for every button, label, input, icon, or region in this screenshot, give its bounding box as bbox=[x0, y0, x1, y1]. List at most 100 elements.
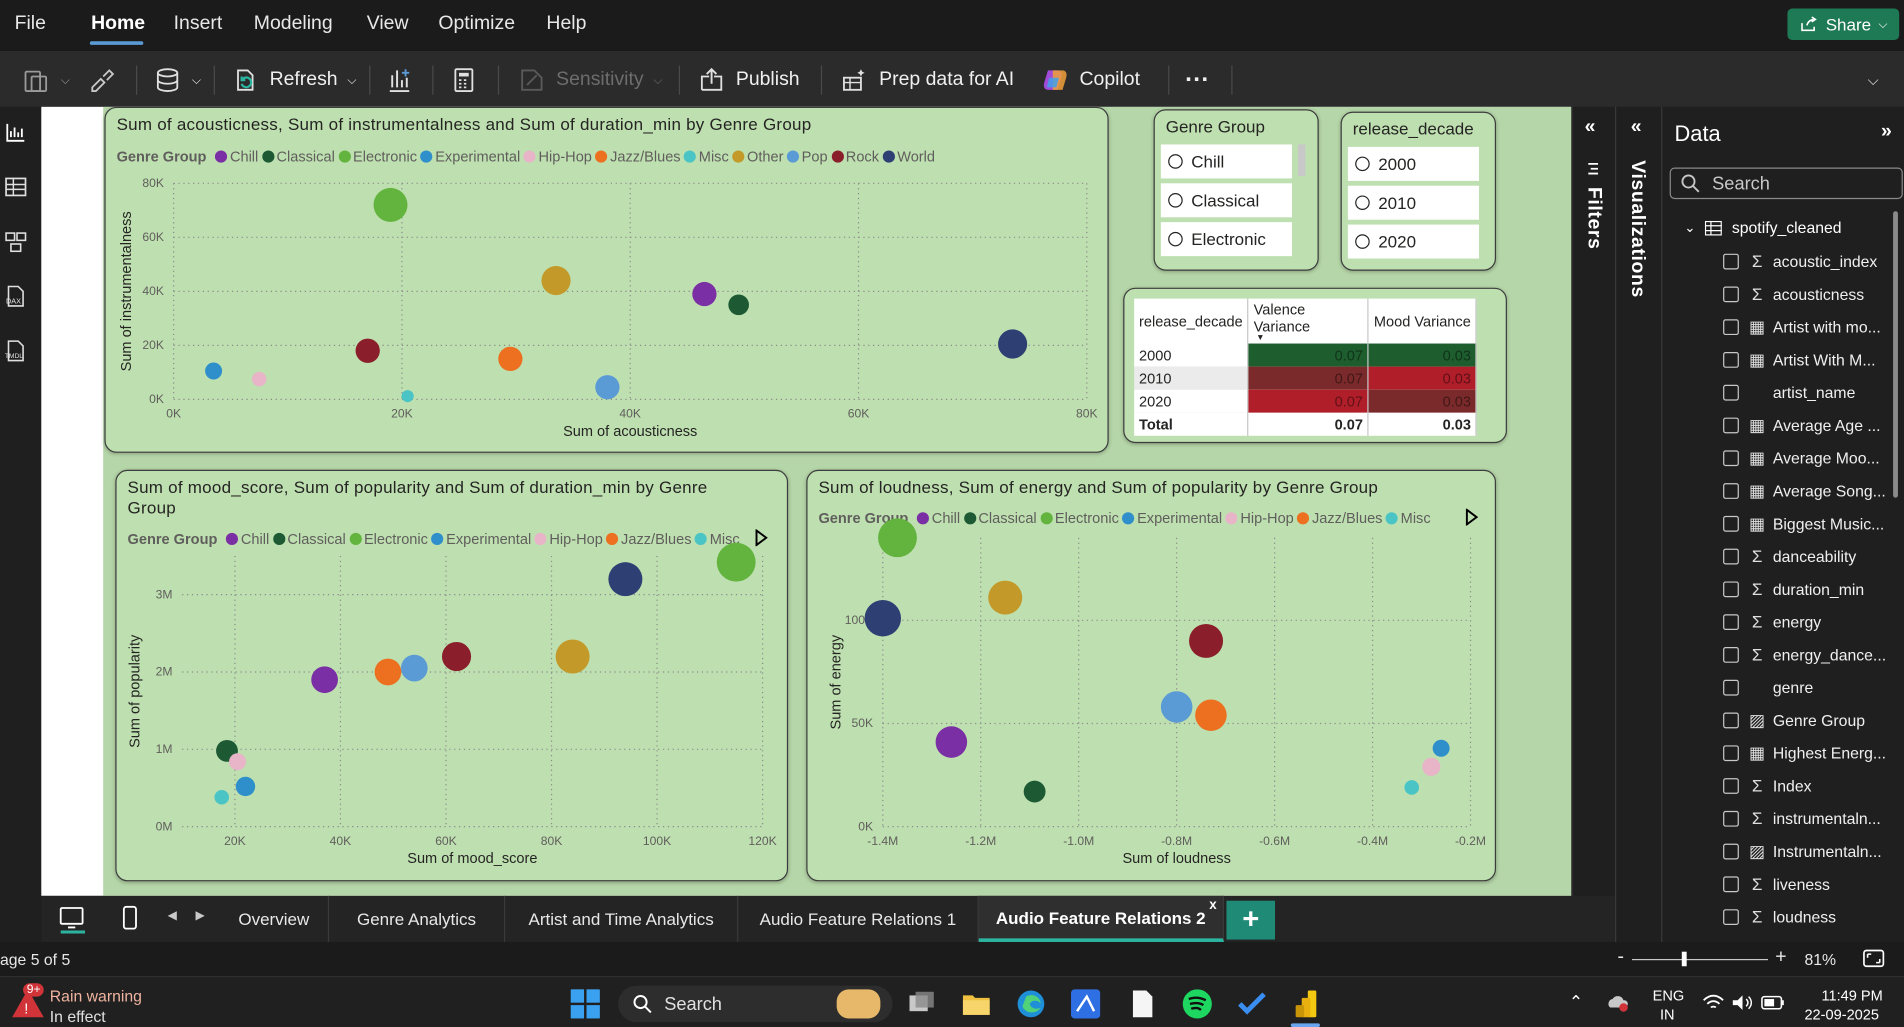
legend-item[interactable]: Electronic bbox=[338, 148, 417, 165]
radio-button[interactable] bbox=[1168, 193, 1183, 208]
genre-group-slicer[interactable]: Genre Group Chill Classical Electronic bbox=[1153, 109, 1319, 271]
menu-file[interactable]: File bbox=[14, 13, 46, 34]
scatter-loudness-energy[interactable]: Sum of loudness, Sum of energy and Sum o… bbox=[806, 469, 1497, 882]
legend-item[interactable]: Classical bbox=[261, 148, 335, 165]
slicer-option-classical[interactable]: Classical bbox=[1160, 183, 1293, 218]
legend-item[interactable]: Chill bbox=[215, 148, 258, 165]
release-decade-slicer[interactable]: release_decade 2000 2010 2020 bbox=[1340, 111, 1497, 271]
paste-button[interactable]: ⌵ bbox=[22, 63, 70, 97]
weather-warning-icon[interactable]: ! bbox=[10, 984, 46, 1020]
tab-artist-time-analytics[interactable]: Artist and Time Analytics bbox=[505, 895, 739, 942]
language-line-2[interactable]: IN bbox=[1659, 1006, 1675, 1024]
format-painter-button[interactable] bbox=[87, 63, 116, 97]
model-view-icon[interactable] bbox=[5, 231, 27, 253]
legend-item[interactable]: Hip-Hop bbox=[523, 148, 592, 165]
windows-start-icon[interactable] bbox=[570, 988, 602, 1020]
menu-view[interactable]: View bbox=[366, 13, 409, 34]
legend-next-arrow-icon[interactable] bbox=[754, 529, 769, 547]
radio-button[interactable] bbox=[1168, 231, 1183, 247]
tab-overview[interactable]: Overview bbox=[220, 895, 330, 942]
field-checkbox[interactable] bbox=[1723, 646, 1739, 663]
close-icon[interactable]: x bbox=[1209, 898, 1217, 913]
report-view-icon[interactable] bbox=[5, 121, 27, 143]
legend-item[interactable]: Experimental bbox=[431, 530, 531, 547]
field-checkbox[interactable] bbox=[1723, 810, 1739, 827]
menu-help[interactable]: Help bbox=[546, 13, 587, 34]
field-item[interactable]: ▦ Average Age ... bbox=[1723, 413, 1881, 437]
weather-title[interactable]: Rain warning bbox=[49, 986, 142, 1006]
mobile-layout-icon[interactable] bbox=[121, 905, 138, 930]
field-checkbox[interactable] bbox=[1723, 843, 1739, 859]
menu-insert[interactable]: Insert bbox=[173, 13, 223, 34]
slicer-option-electronic[interactable]: Electronic bbox=[1160, 222, 1293, 257]
zoom-out-button[interactable]: - bbox=[1617, 946, 1624, 968]
file-explorer-icon[interactable] bbox=[961, 988, 993, 1020]
scatter-acousticness-instrumentalness[interactable]: Sum of acousticness, Sum of instrumental… bbox=[104, 106, 1109, 453]
zoom-slider-thumb[interactable] bbox=[1681, 951, 1687, 967]
field-item[interactable]: Σ Index bbox=[1723, 773, 1812, 797]
onedrive-icon[interactable] bbox=[1607, 993, 1629, 1012]
chevron-up-icon[interactable]: ⌃ bbox=[1568, 991, 1584, 1012]
field-checkbox[interactable] bbox=[1723, 548, 1739, 564]
scatter-mood-popularity[interactable]: Sum of mood_score, Sum of popularity and… bbox=[115, 469, 789, 882]
slicer-option-2000[interactable]: 2000 bbox=[1347, 146, 1480, 181]
field-checkbox[interactable] bbox=[1723, 777, 1739, 794]
field-checkbox[interactable] bbox=[1723, 679, 1739, 695]
dax-query-icon[interactable]: DAX bbox=[5, 285, 27, 307]
tmdl-view-icon[interactable]: TMDL bbox=[5, 340, 27, 362]
legend-item[interactable]: Chill bbox=[226, 530, 269, 547]
filters-pane[interactable]: « Filters bbox=[1571, 106, 1616, 945]
share-button[interactable]: Share ⌵ bbox=[1787, 8, 1900, 41]
legend-item[interactable]: Hip-Hop bbox=[534, 530, 603, 547]
legend-item[interactable]: Pop bbox=[787, 148, 828, 165]
clock-date[interactable]: 22-09-2025 bbox=[1804, 1006, 1879, 1024]
zoom-in-button[interactable]: + bbox=[1775, 946, 1787, 968]
field-item[interactable]: ▦ Artist With M... bbox=[1723, 347, 1875, 371]
field-checkbox[interactable] bbox=[1723, 875, 1739, 892]
tab-prev-arrow-icon[interactable]: ◀ bbox=[167, 909, 177, 923]
field-checkbox[interactable] bbox=[1723, 351, 1739, 368]
legend-item[interactable]: Hip-Hop bbox=[1225, 510, 1294, 527]
more-options-button[interactable]: ··· bbox=[1185, 66, 1210, 93]
tab-next-arrow-icon[interactable]: ▶ bbox=[195, 909, 205, 923]
collapse-left-icon[interactable]: « bbox=[1584, 116, 1596, 138]
collapse-right-icon[interactable]: » bbox=[1880, 121, 1892, 143]
field-checkbox[interactable] bbox=[1723, 515, 1739, 532]
tab-genre-analytics[interactable]: Genre Analytics bbox=[329, 895, 506, 942]
publish-button[interactable]: Publish bbox=[697, 63, 800, 97]
add-page-button[interactable]: + bbox=[1226, 900, 1276, 940]
field-item[interactable]: ▦ Highest Energ... bbox=[1723, 740, 1886, 764]
legend-item[interactable]: Experimental bbox=[1122, 510, 1222, 527]
table-node-spotify-cleaned[interactable]: ⌄ spotify_cleaned bbox=[1684, 219, 1841, 237]
menu-modeling[interactable]: Modeling bbox=[253, 13, 333, 34]
field-item[interactable]: ▨ Instrumentaln... bbox=[1723, 839, 1882, 863]
field-checkbox[interactable] bbox=[1723, 318, 1739, 335]
column-header[interactable]: Mood Variance bbox=[1368, 298, 1478, 344]
language-line-1[interactable]: ENG bbox=[1652, 986, 1685, 1004]
new-measure-button[interactable] bbox=[449, 63, 478, 97]
slicer-option-2010[interactable]: 2010 bbox=[1347, 185, 1480, 220]
prep-data-ai-button[interactable]: Prep data for AI bbox=[840, 63, 1014, 97]
battery-icon[interactable] bbox=[1761, 995, 1785, 1010]
collapse-ribbon-icon[interactable]: ⌵ bbox=[1867, 71, 1879, 89]
refresh-button[interactable]: Refresh ⌵ bbox=[231, 63, 357, 97]
menu-home[interactable]: Home bbox=[91, 13, 146, 34]
collapse-left-icon[interactable]: « bbox=[1630, 116, 1642, 138]
variance-table-visual[interactable]: release_decade Valence Variance ▼ Mood Va… bbox=[1123, 287, 1507, 444]
legend-next-arrow-icon[interactable] bbox=[1464, 508, 1479, 526]
field-checkbox[interactable] bbox=[1723, 711, 1739, 728]
vscode-app-icon[interactable] bbox=[1070, 988, 1102, 1020]
legend-item[interactable]: World bbox=[882, 148, 935, 165]
legend-item[interactable]: Other bbox=[732, 148, 783, 165]
slicer-scrollbar[interactable] bbox=[1298, 144, 1306, 177]
field-checkbox[interactable] bbox=[1723, 482, 1739, 499]
data-search-input[interactable]: Search bbox=[1669, 167, 1903, 200]
legend-item[interactable]: Classical bbox=[963, 510, 1037, 527]
menu-optimize[interactable]: Optimize bbox=[438, 13, 516, 34]
tab-audio-feature-relations-2[interactable]: Audio Feature Relations 2 x bbox=[978, 895, 1225, 942]
field-item[interactable]: artist_name bbox=[1723, 380, 1855, 404]
todo-icon[interactable] bbox=[1236, 988, 1268, 1020]
